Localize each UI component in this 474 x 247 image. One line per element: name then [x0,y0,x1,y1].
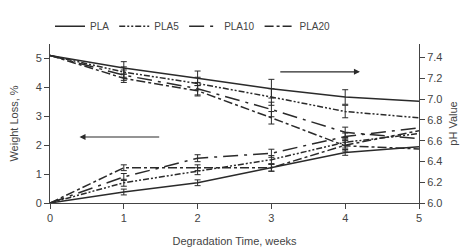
svg-text:6.4: 6.4 [427,155,442,167]
svg-text:1: 1 [121,212,127,224]
svg-text:7.0: 7.0 [427,93,442,105]
svg-text:6.0: 6.0 [427,197,442,209]
svg-text:4: 4 [36,81,42,93]
svg-text:4: 4 [342,212,348,224]
svg-text:6.8: 6.8 [427,114,442,126]
svg-text:7.4: 7.4 [427,51,442,63]
svg-text:Weight Loss, %: Weight Loss, % [8,85,20,161]
svg-text:1: 1 [36,168,42,180]
svg-text:5: 5 [416,212,422,224]
svg-text:pH Value: pH Value [447,101,459,145]
svg-text:0: 0 [47,212,53,224]
svg-text:PLA5: PLA5 [154,21,179,32]
svg-text:3: 3 [268,212,274,224]
svg-text:PLA: PLA [90,21,109,32]
svg-text:3: 3 [36,110,42,122]
svg-text:6.6: 6.6 [427,135,442,147]
svg-text:6.2: 6.2 [427,176,442,188]
svg-text:7.2: 7.2 [427,72,442,84]
svg-text:2: 2 [195,212,201,224]
svg-text:Degradation Time, weeks: Degradation Time, weeks [172,235,297,247]
svg-text:0: 0 [36,197,42,209]
svg-text:PLA20: PLA20 [300,21,330,32]
svg-text:PLA10: PLA10 [224,21,254,32]
svg-text:2: 2 [36,139,42,151]
svg-text:5: 5 [36,52,42,64]
